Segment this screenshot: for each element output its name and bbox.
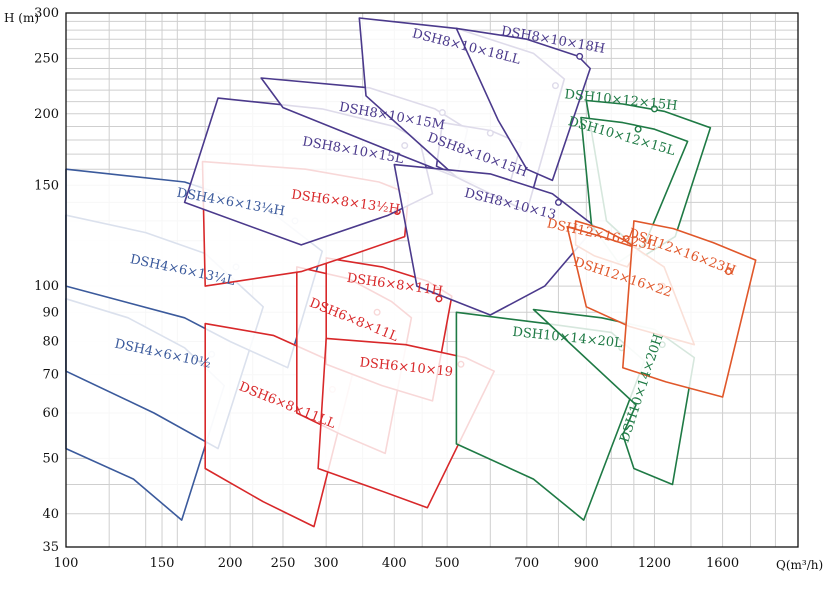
x-tick-label: 1200 [638, 556, 671, 571]
x-tick-label: 900 [574, 556, 599, 571]
x-tick-label: 400 [382, 556, 407, 571]
y-axis-label-h: H (m) [4, 11, 39, 25]
pump-envelopes [65, 17, 757, 528]
envelope-21 [621, 220, 757, 398]
bep-point-14 [554, 198, 562, 206]
y-tick-label: 70 [42, 368, 59, 383]
y-tick-label: 200 [34, 107, 59, 122]
x-tick-labels: 100 150 200 250 300 400 500 700 900 1200 1600 [54, 556, 740, 571]
y-tick-label: 50 [42, 451, 59, 466]
envelope-13 [455, 27, 592, 182]
bep-point-19 [622, 235, 630, 243]
bep-point-13 [576, 52, 584, 60]
bep-point-21 [724, 268, 732, 276]
x-axis-label: Q(m³/h) [776, 558, 823, 572]
y-tick-label: 300 [34, 6, 59, 21]
x-tick-label: 200 [218, 556, 243, 571]
y-tick-label: 250 [34, 51, 59, 66]
y-tick-label: 40 [42, 507, 59, 522]
x-tick-label: 500 [435, 556, 460, 571]
y-tick-label: 35 [42, 540, 59, 555]
y-tick-label: 90 [42, 305, 59, 320]
x-tick-label: 100 [54, 556, 79, 571]
bep-point-6 [435, 295, 443, 303]
bep-point-16 [634, 125, 642, 133]
y-tick-label: 150 [34, 178, 59, 193]
x-tick-label: 1600 [706, 556, 739, 571]
y-tick-labels: 35 40 50 60 70 80 90 100 150 200 250 300 [34, 6, 59, 555]
x-tick-label: 150 [150, 556, 175, 571]
plot-frame [65, 12, 799, 548]
x-tick-label: 700 [514, 556, 539, 571]
y-tick-label: 100 [34, 279, 59, 294]
y-tick-label: 80 [42, 335, 59, 350]
x-tick-label: 250 [271, 556, 296, 571]
envelope-14 [393, 163, 597, 316]
bep-point-15 [650, 105, 658, 113]
y-tick-label: 60 [42, 406, 59, 421]
x-tick-label: 300 [314, 556, 339, 571]
